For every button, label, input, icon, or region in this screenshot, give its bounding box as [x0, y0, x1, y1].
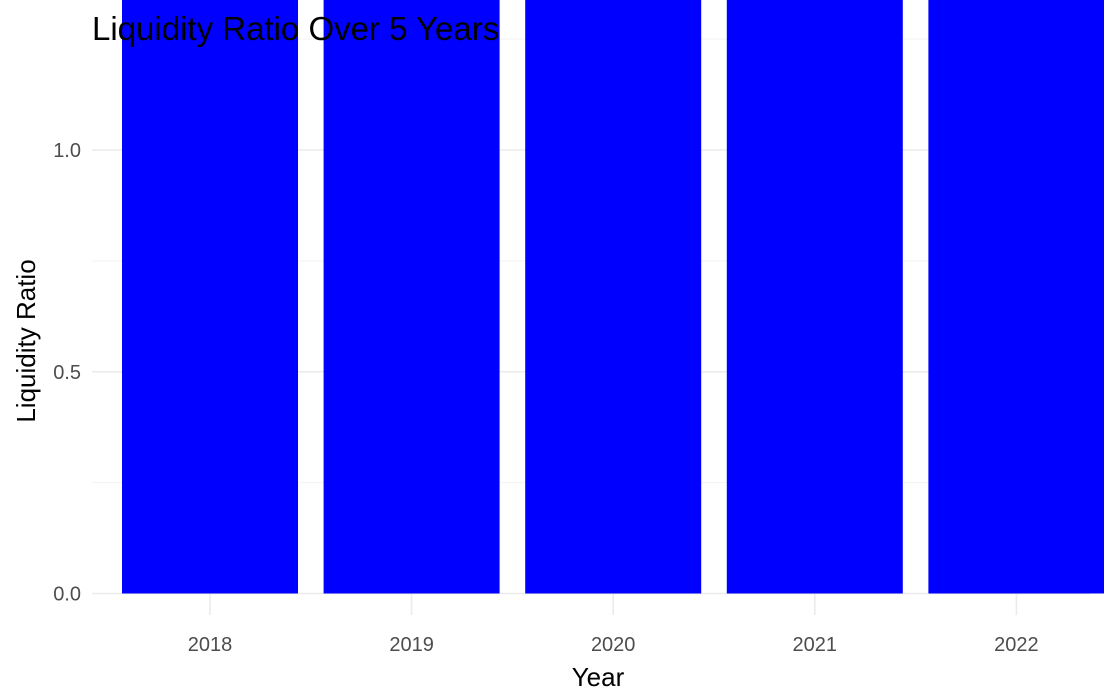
bar-2021 [726, 0, 903, 594]
bar-2022 [928, 0, 1104, 594]
x-axis-title: Year [572, 662, 625, 692]
y-tick-label: 1.0 [53, 140, 81, 162]
y-tick-label: 0.5 [53, 362, 81, 384]
y-tick-label: 0.0 [53, 584, 81, 606]
y-axis-ticks: 0.00.51.01.52.0 [53, 140, 81, 606]
bars-layer [122, 0, 1104, 594]
y-axis-title: Liquidity Ratio [11, 259, 41, 422]
bar-2018 [122, 0, 298, 594]
chart-title: Liquidity Ratio Over 5 Years [92, 10, 499, 47]
x-tick-label: 2022 [994, 634, 1039, 656]
bar-2020 [525, 0, 702, 594]
x-tick-label: 2021 [793, 634, 838, 656]
x-axis-ticks: 2018 2019 2020 2021 2022 [188, 634, 1039, 656]
x-tick-label: 2020 [591, 634, 636, 656]
x-tick-label: 2018 [188, 634, 233, 656]
x-tick-label: 2019 [389, 634, 434, 656]
bar-2019 [323, 0, 500, 594]
